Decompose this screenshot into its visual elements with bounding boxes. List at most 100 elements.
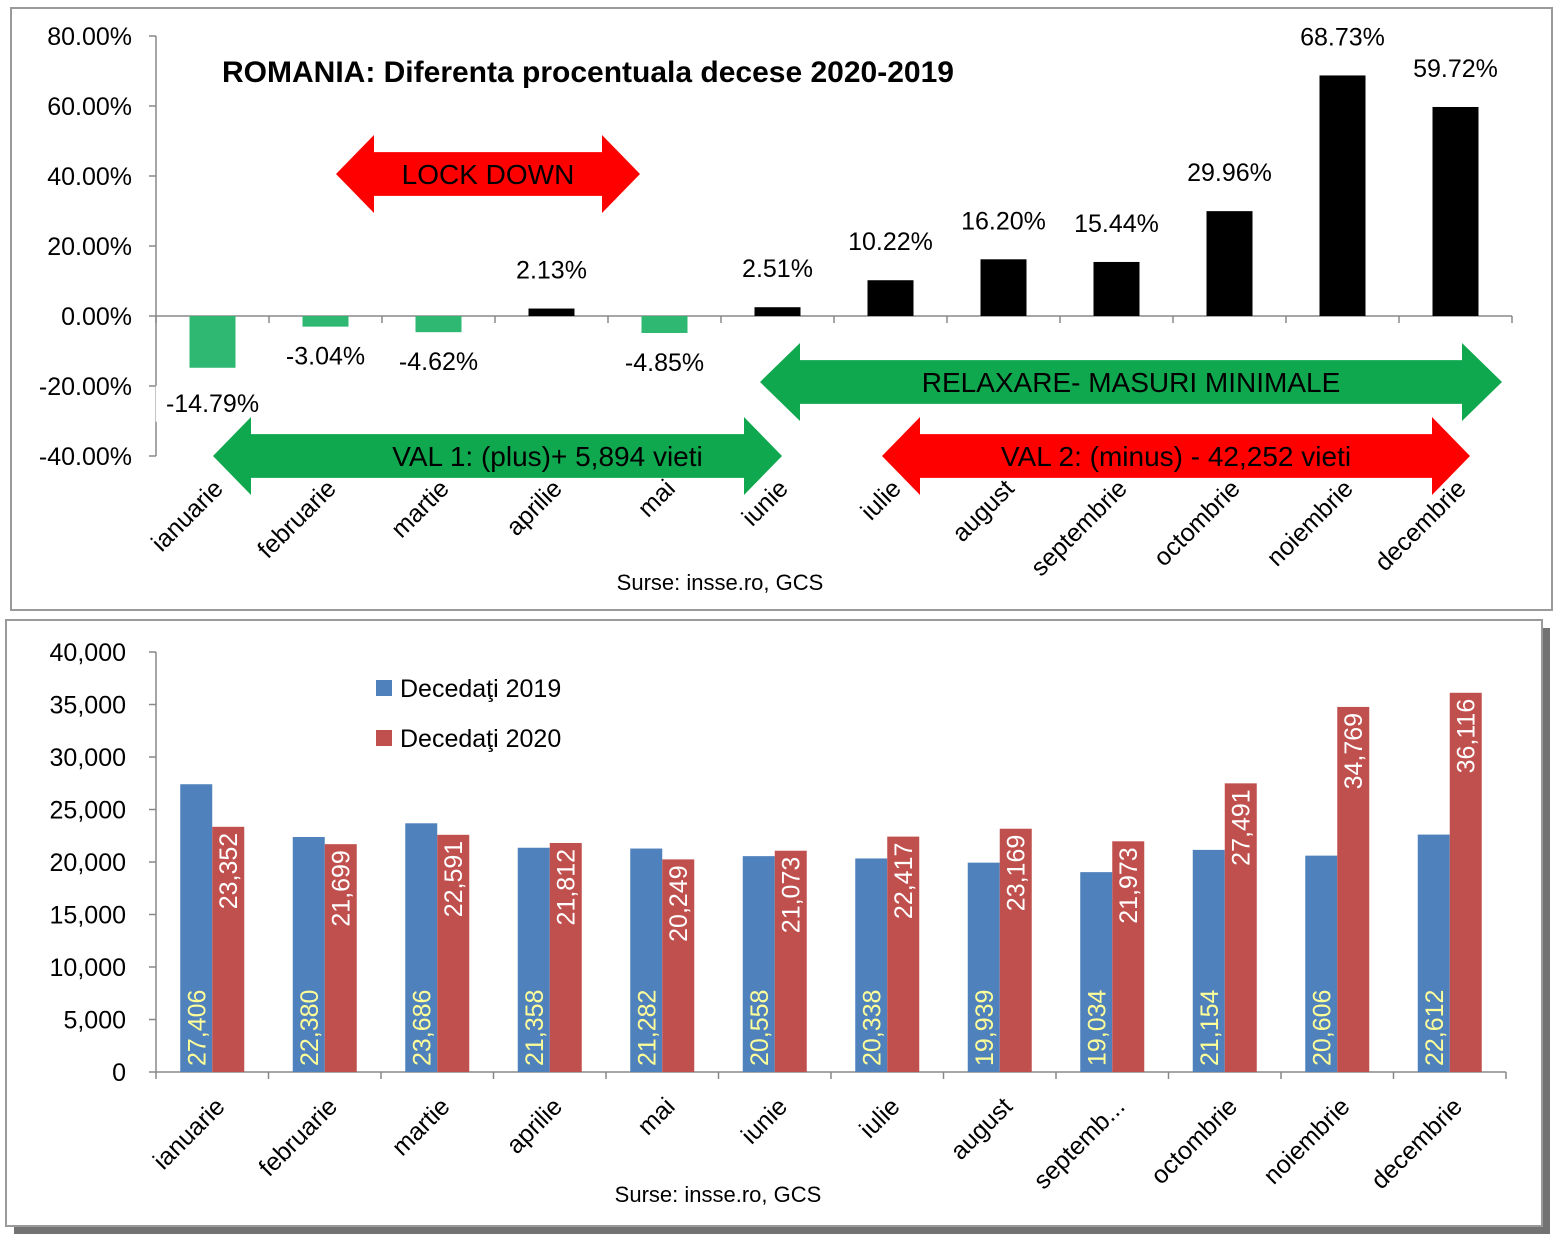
value-label-2019: 27,406 xyxy=(183,990,211,1066)
bar-2019-noiembrie xyxy=(1305,855,1338,1072)
value-label-bg xyxy=(1406,50,1505,87)
bar-2019-iulie xyxy=(855,858,888,1072)
y-tick-label: 40,000 xyxy=(50,639,126,667)
y-tick-label: -20.00% xyxy=(39,373,132,401)
value-label-2019: 22,612 xyxy=(1421,990,1449,1066)
value-label-bg xyxy=(1180,155,1279,192)
legend-swatch xyxy=(376,680,392,696)
value-label-bg xyxy=(155,385,270,422)
value-label-2019: 20,606 xyxy=(1308,990,1336,1066)
bar-iunie xyxy=(754,307,801,316)
value-label: 2.13% xyxy=(516,257,587,285)
value-label-bg xyxy=(954,203,1053,240)
value-label-2019: 19,034 xyxy=(1083,989,1111,1066)
value-label: 15.44% xyxy=(1074,210,1159,238)
bar-2019-septemb... xyxy=(1080,872,1113,1072)
value-label-bg xyxy=(389,344,488,381)
value-label: 68.73% xyxy=(1300,23,1385,51)
bar-2019-ianuarie xyxy=(180,784,213,1072)
source-note: Surse: insse.ro, GCS xyxy=(615,1182,822,1207)
value-label-2020: 21,973 xyxy=(1115,847,1143,923)
value-label-2019: 20,338 xyxy=(858,990,886,1066)
annotation-arrow xyxy=(336,135,640,213)
y-tick-label: 20.00% xyxy=(47,233,132,261)
annotation-arrow xyxy=(213,417,782,495)
y-tick-label: 60.00% xyxy=(47,93,132,121)
value-label: -4.85% xyxy=(625,349,704,377)
bar-2019-iunie xyxy=(742,856,775,1072)
value-label-bg xyxy=(615,344,714,381)
bar-decembrie xyxy=(1432,106,1479,316)
annotation-label: VAL 2: (minus) - 42,252 vieti xyxy=(1001,441,1351,472)
bar-martie xyxy=(415,316,462,333)
y-tick-label: -40.00% xyxy=(39,443,132,471)
value-label: 29.96% xyxy=(1187,159,1272,187)
value-label-2020: 23,352 xyxy=(215,833,243,909)
value-label: -14.79% xyxy=(166,390,259,418)
bar-2020-aprilie xyxy=(549,842,582,1072)
y-tick-label: 35,000 xyxy=(50,692,126,720)
bar-noiembrie xyxy=(1319,75,1366,316)
bar-2019-mai xyxy=(630,848,663,1072)
value-label-2020: 36,116 xyxy=(1453,699,1481,774)
bar-2019-februarie xyxy=(292,837,325,1072)
legend-label: Decedaţi 2020 xyxy=(400,725,561,753)
bar-2020-martie xyxy=(437,834,470,1072)
bar-2020-ianuarie xyxy=(212,826,245,1072)
value-label-2019: 19,939 xyxy=(971,990,999,1066)
bar-2020-iunie xyxy=(774,850,807,1072)
annotation-label: LOCK DOWN xyxy=(402,159,575,190)
y-tick-label: 40.00% xyxy=(47,163,132,191)
value-label: 16.20% xyxy=(961,207,1046,235)
value-label-bg xyxy=(1067,205,1166,242)
legend-label: Decedaţi 2019 xyxy=(400,675,561,703)
bar-ianuarie xyxy=(189,316,236,368)
bar-februarie xyxy=(302,316,349,327)
y-tick-label: 30,000 xyxy=(50,744,126,772)
value-label-2020: 27,491 xyxy=(1228,789,1256,865)
y-tick-label: 10,000 xyxy=(50,954,126,982)
bar-octombrie xyxy=(1206,211,1253,316)
y-tick-label: 5,000 xyxy=(63,1007,126,1035)
bar-2020-iulie xyxy=(887,836,920,1072)
bar-2019-octombrie xyxy=(1192,849,1225,1072)
bar-iulie xyxy=(867,280,914,316)
value-label-2019: 21,154 xyxy=(1196,989,1224,1066)
bar-septembrie xyxy=(1093,261,1140,316)
bar-aprilie xyxy=(528,308,575,316)
bar-2019-martie xyxy=(405,823,438,1072)
value-label: -3.04% xyxy=(286,343,365,371)
value-label-2020: 21,812 xyxy=(553,849,581,925)
value-label-2020: 22,417 xyxy=(890,843,918,919)
value-label-2020: 20,249 xyxy=(665,865,693,941)
value-label-bg xyxy=(735,251,820,288)
value-label: 59.72% xyxy=(1413,55,1498,83)
y-tick-label: 80.00% xyxy=(47,23,132,51)
value-label-2019: 21,282 xyxy=(633,990,661,1066)
chart-title: ROMANIA: Diferenta procentuala decese 20… xyxy=(222,56,954,89)
value-label-bg xyxy=(1293,19,1392,56)
value-label-2019: 20,558 xyxy=(746,990,774,1066)
value-label-2019: 22,380 xyxy=(296,990,324,1066)
y-tick-label: 20,000 xyxy=(50,849,126,877)
bar-2020-mai xyxy=(662,859,695,1072)
y-tick-label: 25,000 xyxy=(50,797,126,825)
y-tick-label: 0 xyxy=(112,1059,126,1087)
value-label-bg xyxy=(841,224,940,261)
legend-swatch xyxy=(376,730,392,746)
y-tick-label: 0.00% xyxy=(61,303,132,331)
value-label-2020: 21,073 xyxy=(778,857,806,933)
value-label-2019: 23,686 xyxy=(408,990,436,1066)
bar-2020-august xyxy=(999,828,1032,1072)
annotation-arrow xyxy=(882,417,1470,495)
source-note: Surse: insse.ro, GCS xyxy=(617,570,824,595)
value-label: 2.51% xyxy=(742,255,813,283)
value-label-2020: 23,169 xyxy=(1003,835,1031,911)
bar-2020-octombrie xyxy=(1224,783,1257,1072)
annotation-label: RELAXARE- MASURI MINIMALE xyxy=(922,367,1341,398)
y-tick-label: 15,000 xyxy=(50,902,126,930)
bar-2020-decembrie xyxy=(1449,692,1482,1072)
value-label-2020: 22,591 xyxy=(440,841,468,917)
value-label: -4.62% xyxy=(399,348,478,376)
